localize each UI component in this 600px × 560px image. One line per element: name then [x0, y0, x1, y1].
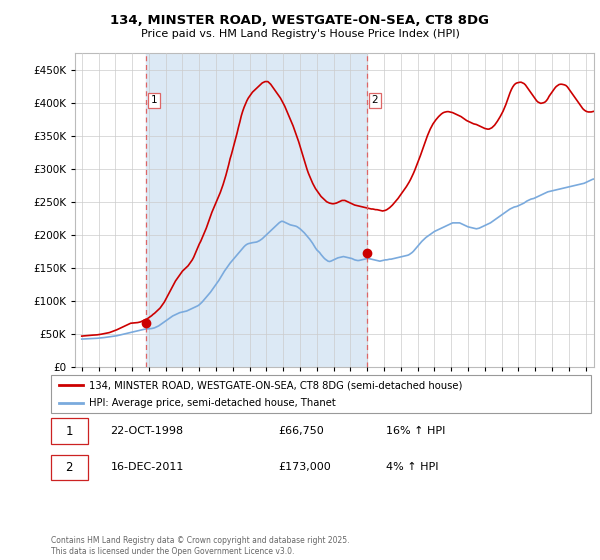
Text: 2: 2 — [65, 461, 73, 474]
Text: HPI: Average price, semi-detached house, Thanet: HPI: Average price, semi-detached house,… — [89, 398, 335, 408]
Text: 22-OCT-1998: 22-OCT-1998 — [110, 426, 184, 436]
Text: 1: 1 — [65, 425, 73, 438]
FancyBboxPatch shape — [51, 418, 88, 444]
Text: 134, MINSTER ROAD, WESTGATE-ON-SEA, CT8 8DG (semi-detached house): 134, MINSTER ROAD, WESTGATE-ON-SEA, CT8 … — [89, 380, 462, 390]
Text: 4% ↑ HPI: 4% ↑ HPI — [386, 463, 438, 473]
Text: 1: 1 — [151, 95, 157, 105]
FancyBboxPatch shape — [51, 375, 591, 413]
Text: 2: 2 — [371, 95, 378, 105]
Text: 16-DEC-2011: 16-DEC-2011 — [110, 463, 184, 473]
FancyBboxPatch shape — [51, 455, 88, 480]
Text: 134, MINSTER ROAD, WESTGATE-ON-SEA, CT8 8DG: 134, MINSTER ROAD, WESTGATE-ON-SEA, CT8 … — [110, 14, 490, 27]
Bar — [146, 53, 367, 367]
Text: 16% ↑ HPI: 16% ↑ HPI — [386, 426, 445, 436]
Text: £173,000: £173,000 — [278, 463, 331, 473]
Text: Price paid vs. HM Land Registry's House Price Index (HPI): Price paid vs. HM Land Registry's House … — [140, 29, 460, 39]
Text: £66,750: £66,750 — [278, 426, 323, 436]
Text: Contains HM Land Registry data © Crown copyright and database right 2025.
This d: Contains HM Land Registry data © Crown c… — [51, 536, 349, 556]
